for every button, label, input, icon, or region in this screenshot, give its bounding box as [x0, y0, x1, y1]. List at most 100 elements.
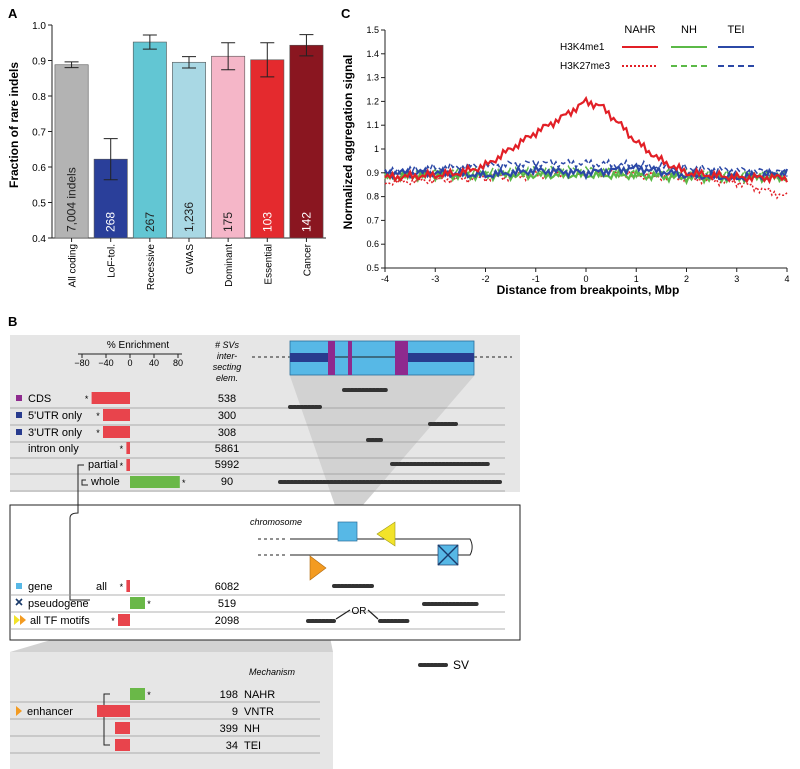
cds-swatch-icon — [16, 395, 22, 401]
chromosome-drawing: chromosome — [250, 517, 473, 581]
row-label-whole: whole — [90, 476, 120, 488]
partial-whole-bracket — [77, 464, 84, 505]
panel-a-bars: 7,004 indels All coding 268 LoF-tol. 267 Rece… — [54, 34, 324, 291]
row-count-intron: 5861 — [215, 443, 239, 455]
enrichment-tick-label: 40 — [149, 358, 159, 368]
element-label-pseudogene: pseudogene — [28, 598, 89, 610]
panel-c-letter: C — [341, 6, 351, 21]
row-label-utr5: 5'UTR only — [28, 410, 83, 422]
utr5-swatch-icon — [16, 412, 22, 418]
enrichment-title: % Enrichment — [107, 340, 169, 351]
legend-col-nahr: NAHR — [624, 24, 655, 36]
enhancer-enrichment-bar — [115, 722, 130, 734]
c-xtick-label: 2 — [684, 274, 689, 284]
a-category-label: Essential — [263, 244, 274, 285]
panel-a-letter: A — [8, 6, 18, 21]
legend-row-h3k4me1: H3K4me1 — [560, 42, 605, 53]
enhancer-motif-icon — [309, 555, 327, 581]
c-ytick-label: 0.8 — [366, 192, 379, 202]
gene-enrichment-bar — [126, 442, 130, 454]
panel-b-letter: B — [8, 314, 17, 329]
element-box — [9, 504, 521, 641]
significance-star: * — [147, 690, 151, 700]
legend-col-tei: TEI — [727, 24, 744, 36]
c-xtick-label: 1 — [634, 274, 639, 284]
element-rows: gene all pseudogene all TF motifs 6082 5… — [10, 581, 505, 630]
cds-exon-2 — [348, 341, 352, 375]
row-count-utr3: 308 — [218, 427, 236, 439]
c-xtick-label: -4 — [381, 274, 389, 284]
element-count-tf: 2098 — [215, 615, 239, 627]
element-count-gene: 6082 — [215, 581, 239, 593]
legend-row-h3k27me3: H3K27me3 — [560, 61, 610, 72]
a-count-label: 175 — [221, 212, 235, 232]
a-ytick-label: 0.4 — [32, 234, 46, 245]
c-xtick-label: 3 — [734, 274, 739, 284]
panel-c-legend: NAHR NH TEI H3K4me1 H3K27me3 — [560, 24, 754, 72]
or-label: OR — [352, 606, 367, 617]
mechanism-title: Mechanism — [249, 667, 296, 677]
a-ytick-label: 1.0 — [32, 21, 46, 32]
c-xtick-label: 0 — [583, 274, 588, 284]
c-series-line — [384, 95, 789, 185]
a-bar — [54, 64, 89, 239]
mechanism-nh: NH — [244, 723, 260, 735]
gene-enrichment-bars: * * * * * * — [85, 392, 186, 488]
gene-rows: CDS 5'UTR only 3'UTR only intron only pa… — [10, 393, 505, 505]
row-count-utr5: 300 — [218, 410, 236, 422]
gene-enrichment-bar — [103, 426, 130, 438]
panel-a-ylabel: Fraction of rare indels — [7, 62, 21, 188]
c-ytick-label: 1.4 — [366, 49, 379, 59]
a-ytick-label: 0.6 — [32, 163, 46, 174]
c-xtick-label: -2 — [481, 274, 489, 284]
a-count-label: 142 — [299, 212, 313, 232]
mechanism-nahr: NAHR — [244, 689, 275, 701]
gene-enrichment-bar — [91, 392, 130, 404]
gene-enrichment-bar — [126, 459, 130, 471]
sv-legend-label: SV — [453, 658, 469, 672]
mechanism-vntr: VNTR — [244, 706, 274, 718]
bracket-connector-top — [69, 505, 79, 519]
element-sublabel-gene: all — [96, 581, 107, 593]
tf-swatch-yellow-icon — [14, 615, 20, 625]
mechanism-tei: TEI — [244, 740, 261, 752]
panel-a-y-axis: 0.4 0.5 0.6 0.7 0.8 0.9 1.0 — [32, 21, 52, 245]
sv-header-line-4: elem. — [216, 373, 238, 383]
gene-enrichment-bar — [130, 476, 180, 488]
enhancer-swatch-icon — [16, 706, 22, 716]
c-ytick-label: 1.1 — [366, 120, 379, 130]
cds-exon-3 — [395, 341, 408, 375]
a-category-label: All coding — [68, 244, 79, 287]
significance-star: * — [120, 461, 124, 471]
a-bar — [289, 44, 324, 239]
sv-count-header: # SVs inter- secting elem. — [213, 340, 242, 383]
element-label-gene: gene — [28, 581, 52, 593]
element-enrichment-bar — [118, 614, 130, 626]
enrichment-tick-label: −40 — [98, 358, 113, 368]
panel-a: A Fraction of rare indels 0.40.50.60.70.… — [7, 6, 326, 290]
enhancer-enrichment-bar — [115, 739, 130, 751]
cds-exon-1 — [328, 341, 335, 375]
a-bar — [211, 55, 246, 239]
sv-header-line-1: # SVs — [215, 340, 240, 350]
element-count-pseudogene: 519 — [218, 598, 236, 610]
a-category-label: LoF-tol. — [107, 244, 118, 278]
c-ytick-label: 1.5 — [366, 25, 379, 35]
c-ytick-label: 0.6 — [366, 239, 379, 249]
significance-star: * — [120, 444, 124, 454]
pseudogene-cross-icon — [437, 544, 459, 566]
c-series-line — [384, 158, 788, 179]
enhancer-count-nh: 399 — [220, 723, 238, 735]
gene-swatch-icon — [16, 583, 22, 589]
a-category-label: Recessive — [146, 244, 157, 291]
enhancer-count-nahr: 198 — [220, 689, 238, 701]
a-count-label: 103 — [260, 212, 274, 232]
gene-structure — [252, 340, 512, 376]
panel-c-lines — [384, 95, 789, 200]
row-count-partial: 5992 — [215, 459, 239, 471]
element-label-tf: all TF motifs — [30, 615, 90, 627]
a-ytick-label: 0.5 — [32, 199, 46, 210]
row-count-whole: 90 — [221, 476, 233, 488]
row-count-cds: 538 — [218, 393, 236, 405]
significance-star: * — [182, 478, 186, 488]
